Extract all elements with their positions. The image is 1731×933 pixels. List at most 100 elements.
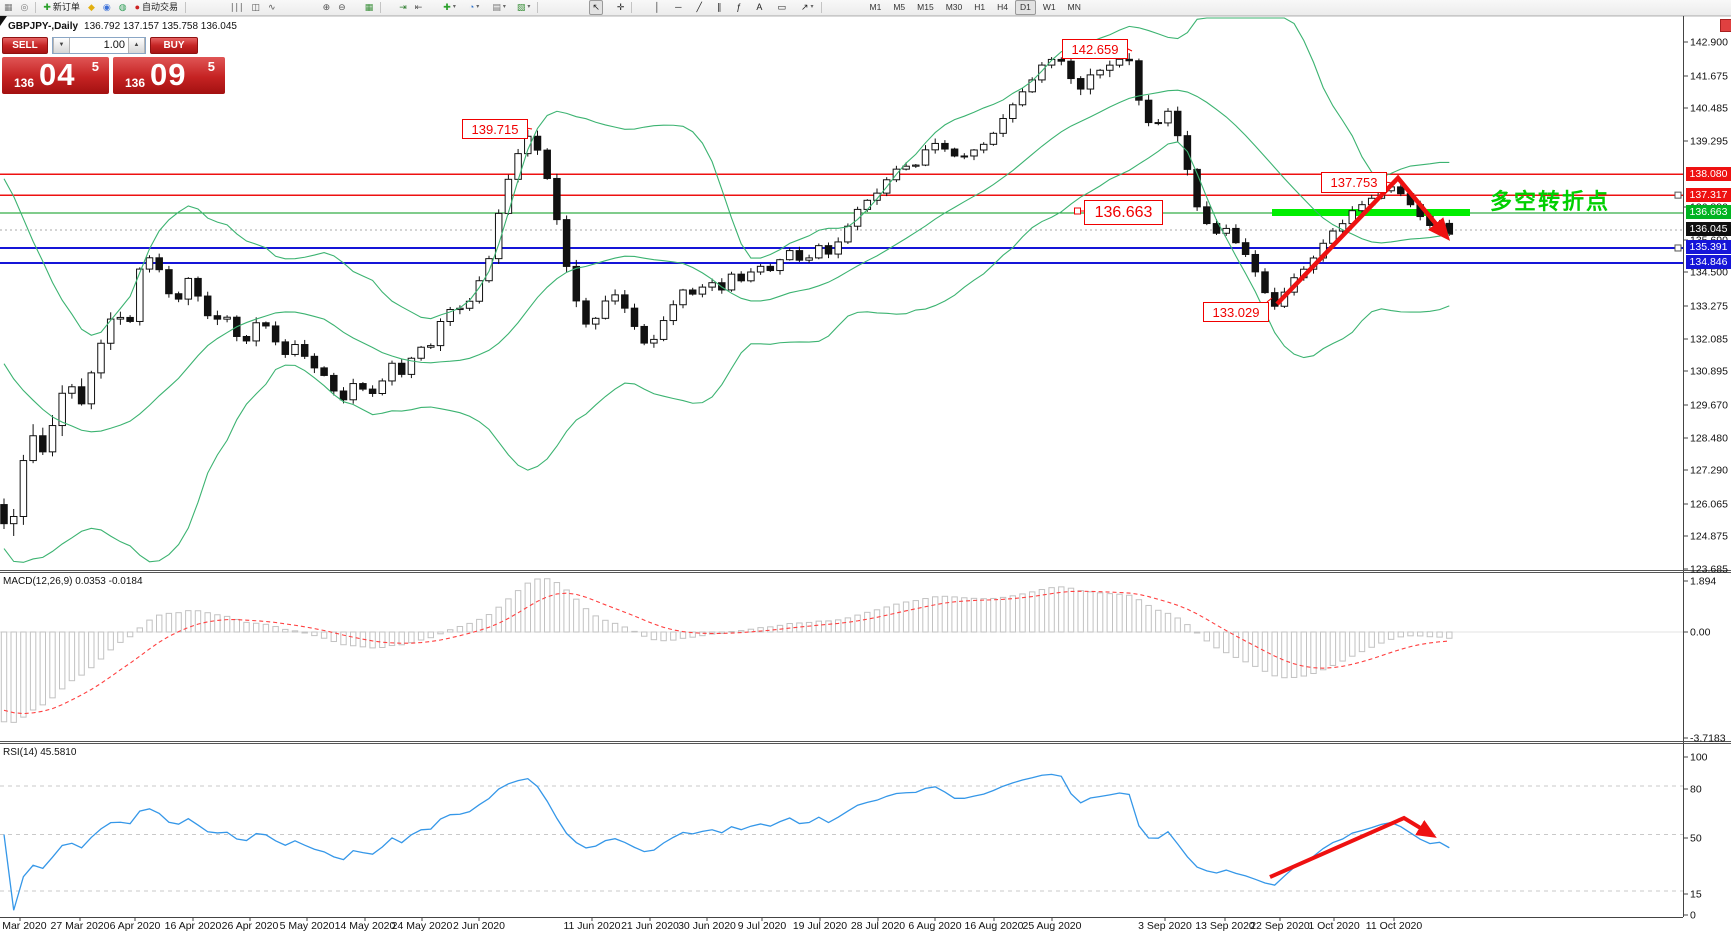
- candle: [737, 273, 745, 282]
- arrows-tool-dropdown-icon[interactable]: ▾: [810, 4, 814, 10]
- date-label: 19 Jul 2020: [793, 920, 847, 932]
- candle: [126, 316, 134, 322]
- candle: [1241, 242, 1250, 255]
- candle: [727, 273, 736, 291]
- price-label-133029[interactable]: 133.029: [1203, 302, 1269, 322]
- date-label: 13 Sep 2020: [1195, 920, 1255, 932]
- periods-button[interactable]: ◔ ▾: [466, 0, 482, 15]
- autotrading-button[interactable]: ● 自动交易: [132, 0, 181, 15]
- indicators-button-dropdown-icon[interactable]: ▾: [452, 4, 456, 10]
- turning-point-text[interactable]: 多空转折点: [1490, 189, 1611, 214]
- periods-button-glyph: ◔: [468, 2, 475, 12]
- price-label-139715[interactable]: 139.715: [462, 119, 528, 139]
- price-tick-label: 130.895: [1690, 366, 1728, 378]
- template-chart-icon-dropdown-icon[interactable]: ▾: [527, 4, 531, 10]
- hline-handle[interactable]: [1674, 244, 1682, 252]
- periods-button-dropdown-icon[interactable]: ▾: [476, 4, 480, 10]
- candle: [242, 335, 251, 342]
- date-label: 3 Sep 2020: [1138, 920, 1192, 932]
- timeframe-H1[interactable]: H1: [974, 2, 986, 12]
- timeframe-H4[interactable]: H4: [997, 2, 1008, 12]
- vline-tool[interactable]: │: [651, 0, 663, 15]
- volume-value[interactable]: 1.00: [103, 39, 125, 51]
- candle: [97, 342, 105, 374]
- date-label: 5 May 2020: [280, 920, 335, 932]
- arrows-tool[interactable]: ↗ ▾: [798, 0, 817, 15]
- date-label: 1 Oct 2020: [1308, 920, 1360, 932]
- hline-tool[interactable]: ─: [672, 0, 684, 15]
- text-tool[interactable]: A: [753, 0, 765, 15]
- candle: [679, 289, 687, 306]
- sell-button[interactable]: SELL: [2, 37, 48, 54]
- rsi-tick-label: 50: [1690, 833, 1702, 845]
- templates-button[interactable]: ▤ ▾: [489, 0, 509, 15]
- buy-price-box[interactable]: 136 09 5: [113, 57, 225, 94]
- alerts-icon[interactable]: ◍: [116, 0, 130, 15]
- price-tick-label: 139.295: [1690, 136, 1728, 148]
- new-chart-icon[interactable]: ▦: [1, 0, 16, 15]
- line-chart-icon[interactable]: ∿: [265, 0, 279, 15]
- new-order-button[interactable]: ✚ 新订单: [40, 0, 83, 15]
- sell-price-box[interactable]: 136 04 5: [2, 57, 109, 94]
- price-label-142659[interactable]: 142.659: [1062, 39, 1128, 59]
- timeframe-W1[interactable]: W1: [1042, 2, 1056, 12]
- tile-windows-icon[interactable]: ▦: [362, 0, 377, 15]
- template-chart-icon[interactable]: ▧ ▾: [514, 0, 534, 15]
- fibonacci-tool[interactable]: ƒ: [733, 0, 744, 15]
- candle: [1135, 60, 1143, 101]
- candle: [465, 300, 474, 309]
- support-band-highlight[interactable]: [1272, 209, 1470, 216]
- buy-button[interactable]: BUY: [150, 37, 198, 54]
- price-label-136663[interactable]: 136.663: [1084, 200, 1163, 225]
- date-label: 27 Mar 2020: [51, 920, 110, 932]
- hline-handle[interactable]: [1674, 191, 1682, 199]
- candle: [446, 309, 454, 322]
- timeframe-M30[interactable]: M30: [945, 2, 963, 12]
- bar-chart-icon[interactable]: ∣∣∣: [227, 0, 247, 15]
- timeframe-MN[interactable]: MN: [1067, 2, 1081, 12]
- timeframe-D1[interactable]: D1: [1014, 0, 1036, 15]
- trendline-tool-glyph: ╱: [696, 2, 702, 12]
- timeframe-M1[interactable]: M1: [869, 2, 882, 12]
- volume-increase-button[interactable]: ▲: [128, 38, 145, 53]
- cursor-tool[interactable]: ↖: [589, 0, 603, 15]
- profiles-icon[interactable]: ◎: [18, 0, 32, 15]
- toolbar-separator: [537, 2, 539, 13]
- candle: [368, 388, 377, 394]
- volume-spinner[interactable]: ▼ 1.00 ▲: [52, 37, 146, 54]
- candle: [339, 390, 348, 401]
- trendline-tool[interactable]: ╱: [693, 0, 704, 15]
- rsi-tick-label: 0: [1690, 910, 1696, 922]
- candle: [1270, 292, 1279, 307]
- zoom-in-icon[interactable]: ⊕: [320, 0, 334, 15]
- timeframe-M15[interactable]: M15: [917, 2, 934, 12]
- candle: [756, 265, 765, 273]
- channel-tool[interactable]: ∥: [714, 0, 725, 15]
- label-tool[interactable]: ▭: [774, 0, 789, 15]
- metaeditor-icon[interactable]: ◆: [85, 0, 98, 15]
- price-tick-label: 132.085: [1690, 334, 1728, 346]
- indicators-button[interactable]: ✚ ▾: [440, 0, 459, 15]
- toolbar-separator: [380, 2, 382, 13]
- candle: [1096, 69, 1104, 76]
- chart-shift-icon[interactable]: ⇤: [412, 0, 426, 15]
- candle: [553, 177, 561, 221]
- text-tool-glyph: A: [756, 2, 763, 12]
- candle: [950, 148, 959, 157]
- candlestick-chart-icon[interactable]: ◫: [249, 0, 264, 15]
- autotrading-button-label: 自动交易: [142, 2, 179, 12]
- templates-button-dropdown-icon[interactable]: ▾: [502, 4, 506, 10]
- zoom-out-icon[interactable]: ⊖: [335, 0, 349, 15]
- chart-window-title: GBPJPY-,Daily 136.792 137.157 135.758 136…: [8, 21, 237, 32]
- timeframe-M5[interactable]: M5: [893, 2, 906, 12]
- auto-scroll-icon[interactable]: ⇥: [396, 0, 410, 15]
- candle: [912, 164, 920, 167]
- price-label-137753[interactable]: 137.753: [1321, 172, 1387, 193]
- trend-arrow[interactable]: [1269, 815, 1437, 879]
- candle: [1397, 186, 1405, 195]
- community-icon[interactable]: ◉: [100, 0, 114, 15]
- crosshair-tool[interactable]: ✛: [614, 0, 628, 15]
- trend-arrow[interactable]: [1275, 174, 1451, 306]
- volume-decrease-button[interactable]: ▼: [53, 38, 70, 53]
- toolbar-separator: [185, 2, 187, 13]
